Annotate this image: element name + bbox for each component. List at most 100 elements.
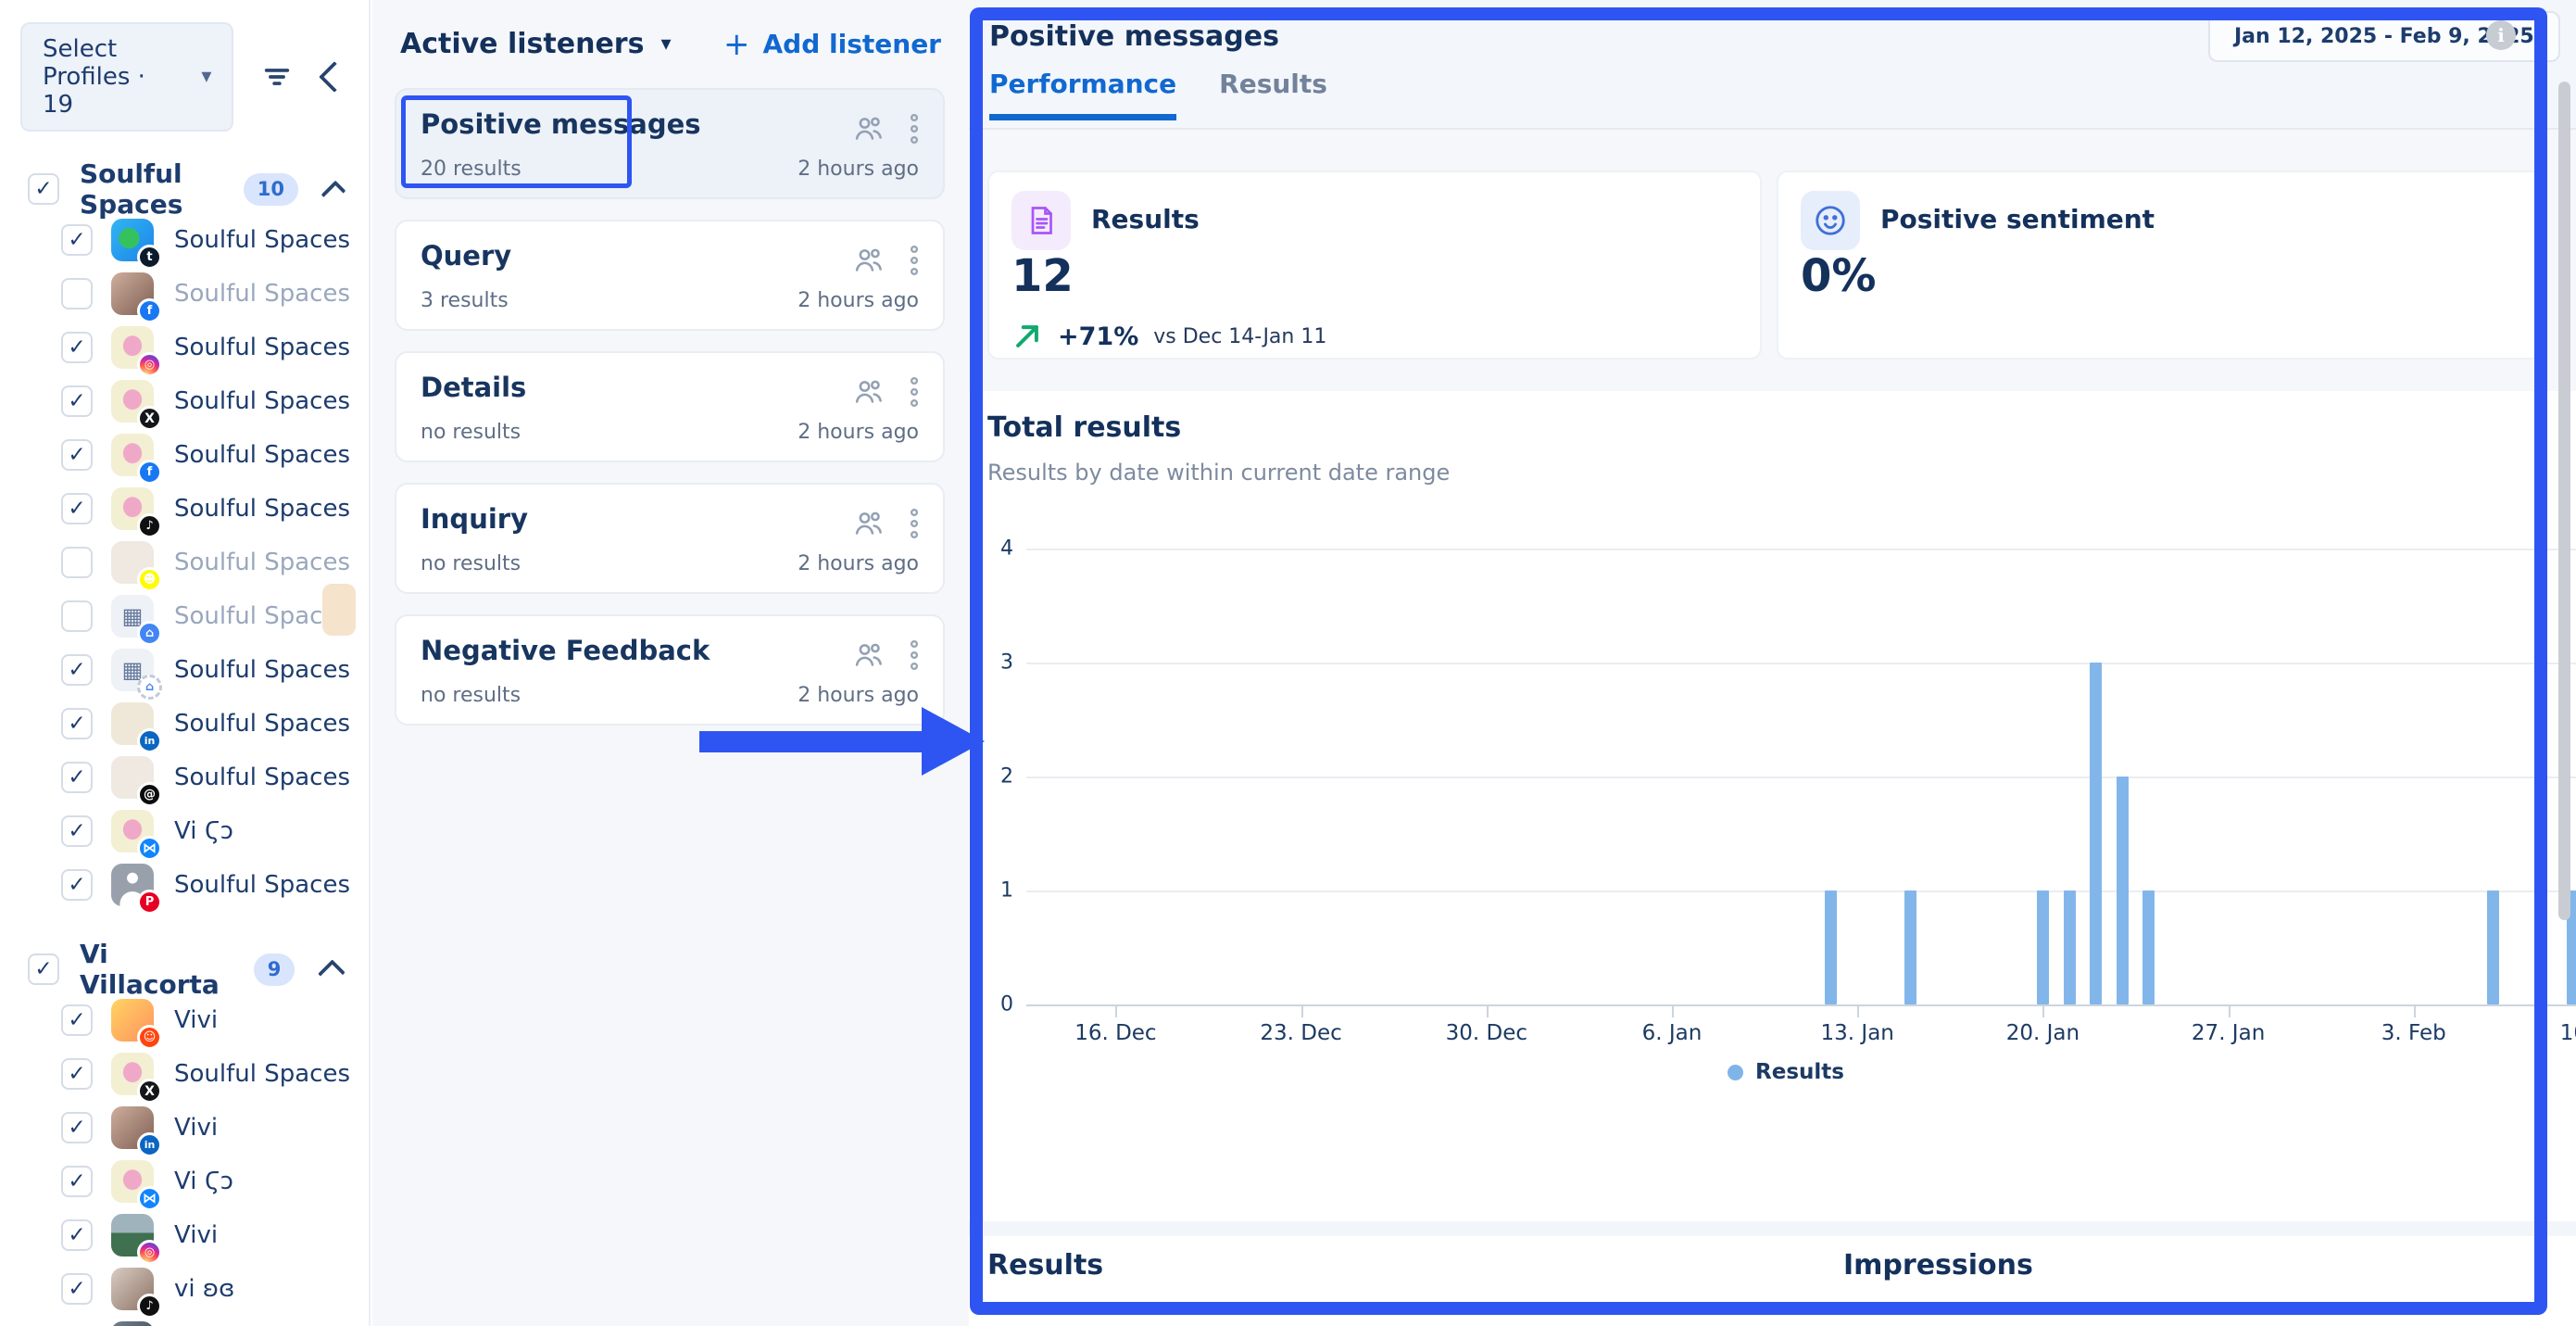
profile-item[interactable]: ✓ ◎ Vivi [0, 1208, 369, 1265]
kebab-menu-icon[interactable] [908, 244, 921, 277]
profile-label: Vi Ϛɔ [174, 1168, 233, 1195]
group-checkbox[interactable]: ✓ [28, 173, 59, 205]
profile-label: Soulful Spaces [174, 764, 351, 791]
chevron-up-icon[interactable] [320, 180, 346, 206]
listener-card-icons [852, 507, 921, 540]
profile-checkbox[interactable]: ✓ [61, 708, 93, 739]
profile-label: Soulful Spaces [174, 334, 351, 361]
kebab-menu-icon[interactable] [908, 112, 921, 145]
profile-checkbox[interactable]: ✓ [61, 815, 93, 847]
assignees-icon[interactable] [852, 375, 886, 409]
profile-item[interactable]: ✓ ♪ Soulful Spaces [0, 482, 369, 538]
profile-checkbox[interactable]: ✓ [61, 654, 93, 686]
chevron-up-icon[interactable] [318, 959, 346, 987]
profile-item[interactable]: ✓ @ Soulful Spaces [0, 751, 369, 807]
trend-value: +71% [1058, 322, 1139, 351]
profile-item[interactable]: ✓ ☻ Soulful Spaces [0, 536, 369, 592]
page-title: Positive messages [989, 20, 1279, 53]
assignees-icon[interactable] [852, 244, 886, 277]
profile-checkbox[interactable]: ✓ [61, 1273, 93, 1305]
profile-item[interactable]: ✓ ▦⌂ Soulful Spaces [0, 643, 369, 700]
assignees-icon[interactable] [852, 112, 886, 145]
profile-checkbox[interactable]: ✓ [61, 1058, 93, 1090]
listener-card[interactable]: Details no results 2 hours ago [395, 351, 945, 462]
trend-comparison: vs Dec 14-Jan 11 [1153, 324, 1327, 348]
stat-value: 0% [1801, 250, 1877, 302]
profile-item[interactable]: ✓ ◎ Soulful Spaces [0, 321, 369, 377]
profile-item[interactable]: ✓ f Soulful Spaces [0, 267, 369, 323]
profile-checkbox[interactable]: ✓ [61, 385, 93, 417]
group-checkbox[interactable]: ✓ [28, 953, 59, 985]
profile-item[interactable]: ✓ ▦⌂ Soulful Spaces [0, 589, 369, 646]
kebab-menu-icon[interactable] [908, 375, 921, 409]
kebab-menu-icon[interactable] [908, 507, 921, 540]
stat-label: Positive sentiment [1880, 204, 2155, 234]
profile-checkbox[interactable]: ✓ [61, 869, 93, 901]
profile-item[interactable]: ✓ ♪ vi ʚɞ [0, 1262, 369, 1319]
profile-item[interactable]: ✓ ⋈ Vi Ϛɔ [0, 804, 369, 861]
profile-checkbox[interactable]: ✓ [61, 278, 93, 309]
listener-card[interactable]: Inquiry no results 2 hours ago [395, 483, 945, 594]
profile-label: Soulful Spaces [174, 710, 351, 738]
profile-item[interactable]: ✓ X Soulful Spaces [0, 1047, 369, 1104]
assignees-icon[interactable] [852, 507, 886, 540]
add-listener-button[interactable]: + Add listener [723, 29, 941, 60]
profile-label: Vivi [174, 1006, 219, 1034]
profile-checkbox[interactable]: ✓ [61, 224, 93, 256]
profile-item[interactable]: ✓ in Vivi [0, 1101, 369, 1157]
listener-card[interactable]: Query 3 results 2 hours ago [395, 220, 945, 331]
profile-label: Vivi [174, 1114, 219, 1142]
profile-checkbox[interactable]: ✓ [61, 1004, 93, 1036]
check-icon: ✓ [68, 1061, 86, 1086]
listener-card[interactable]: Negative Feedback no results 2 hours ago [395, 614, 945, 726]
stat-label: Results [1091, 204, 1200, 234]
profile-item[interactable]: ✓XVie Ventanilla [0, 1316, 369, 1326]
profile-item[interactable]: ✓ f Soulful Spaces [0, 428, 369, 485]
profile-group-header[interactable]: ✓ Vi Villacorta 9 [0, 939, 369, 1000]
bottom-sections: Results Impressions [969, 1236, 2576, 1326]
listener-updated-time: 2 hours ago [798, 684, 919, 707]
avatar: f [111, 272, 162, 323]
avatar: f [111, 434, 162, 485]
profile-label: Vi Ϛɔ [174, 817, 233, 845]
info-icon[interactable]: i [2486, 20, 2516, 50]
profile-item[interactable]: ✓ in Soulful Spaces [0, 697, 369, 753]
listener-card-icons [852, 375, 921, 409]
profile-checkbox[interactable]: ✓ [61, 1219, 93, 1251]
profile-checkbox[interactable]: ✓ [61, 762, 93, 793]
profile-group-header[interactable]: ✓ Soulful Spaces 10 [0, 158, 369, 220]
listener-card[interactable]: Positive messages 20 results 2 hours ago [395, 88, 945, 199]
profile-checkbox[interactable]: ✓ [61, 600, 93, 632]
profile-item[interactable]: ✓ X Soulful Spaces [0, 374, 369, 431]
profile-item[interactable]: ✓ ☺ Vivi [0, 993, 369, 1050]
stray-tooltip-fragment [322, 584, 356, 636]
avatar: ☺ [111, 999, 162, 1050]
kebab-menu-icon[interactable] [908, 638, 921, 672]
assignees-icon[interactable] [852, 638, 886, 672]
select-profiles-dropdown[interactable]: Select Profiles · 19 ▾ [20, 22, 234, 132]
collapse-sidebar-icon[interactable] [319, 57, 351, 97]
profile-checkbox[interactable]: ✓ [61, 1166, 93, 1197]
profile-item[interactable]: ✓ t Soulful Spaces [0, 213, 369, 270]
profile-checkbox[interactable]: ✓ [61, 1112, 93, 1143]
google-icon: ⌂ [137, 621, 162, 646]
tab-performance[interactable]: Performance [989, 69, 1177, 120]
profile-checkbox[interactable]: ✓ [61, 547, 93, 578]
avatar: in [111, 702, 162, 753]
profile-checkbox[interactable]: ✓ [61, 439, 93, 471]
check-icon: ✓ [68, 388, 86, 413]
filter-icon[interactable] [261, 57, 293, 97]
sidebar-top-controls: Select Profiles · 19 ▾ [0, 22, 369, 132]
profile-label: Soulful Spaces [174, 602, 351, 630]
profile-checkbox[interactable]: ✓ [61, 493, 93, 524]
threads-icon: @ [137, 782, 162, 807]
profile-item[interactable]: ✓ ⋈ Vi Ϛɔ [0, 1155, 369, 1211]
profile-checkbox[interactable]: ✓ [61, 332, 93, 363]
profile-item[interactable]: ✓ P Soulful Spaces [0, 858, 369, 915]
avatar: ♪ [111, 487, 162, 538]
tab-results[interactable]: Results [1219, 69, 1327, 99]
active-listeners-dropdown[interactable]: Active listeners ▾ [400, 28, 671, 60]
google-pending-icon: ⌂ [137, 675, 162, 700]
vertical-scrollbar[interactable] [2558, 82, 2570, 920]
avatar: P [111, 864, 162, 915]
